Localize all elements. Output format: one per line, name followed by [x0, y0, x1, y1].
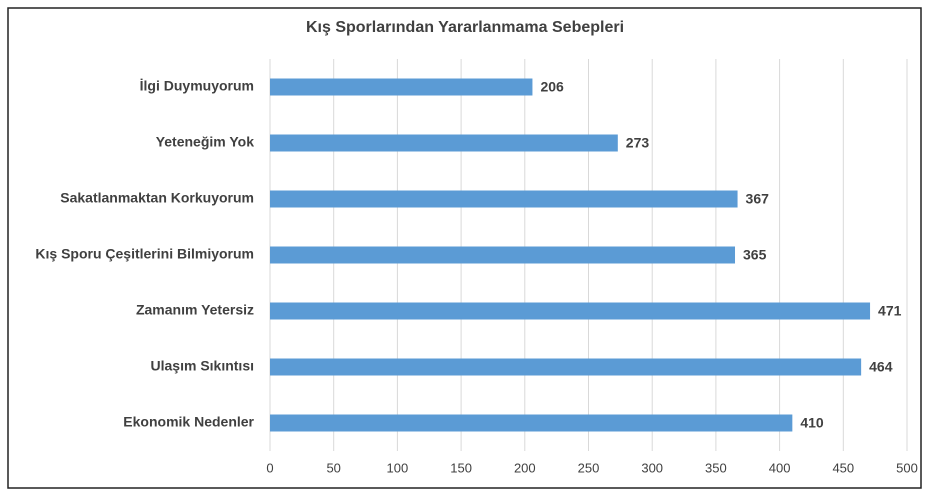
x-tick-label: 0	[266, 460, 273, 475]
bar	[270, 190, 738, 208]
x-tick-label: 450	[832, 460, 854, 475]
bar	[270, 78, 533, 96]
y-tick-label: Kış Sporu Çeşitlerini Bilmiyorum	[35, 246, 254, 262]
x-tick-label: 500	[896, 460, 918, 475]
bar	[270, 246, 736, 264]
data-label: 273	[626, 135, 650, 151]
y-tick-label: İlgi Duymuyorum	[140, 78, 254, 94]
x-tick-label: 100	[387, 460, 409, 475]
x-tick-label: 150	[450, 460, 472, 475]
data-label: 206	[540, 79, 564, 95]
y-tick-label: Ekonomik Nedenler	[123, 414, 254, 430]
data-label: 367	[746, 191, 770, 207]
x-tick-label: 250	[578, 460, 600, 475]
x-tick-label: 200	[514, 460, 536, 475]
bar	[270, 414, 793, 432]
data-label: 365	[743, 247, 767, 263]
y-tick-label: Ulaşım Sıkıntısı	[151, 358, 254, 374]
y-tick-label: Sakatlanmaktan Korkuyorum	[60, 190, 254, 206]
bar	[270, 134, 618, 152]
y-tick-label: Yeteneğim Yok	[156, 134, 255, 150]
data-label: 471	[878, 303, 902, 319]
chart-title: Kış Sporlarından Yararlanmama Sebepleri	[306, 19, 624, 36]
x-tick-label: 350	[705, 460, 727, 475]
x-tick-label: 300	[641, 460, 663, 475]
data-label: 464	[869, 359, 893, 375]
y-tick-label: Zamanım Yetersiz	[136, 302, 254, 318]
x-tick-label: 400	[769, 460, 791, 475]
data-label: 410	[800, 415, 824, 431]
bar	[270, 302, 871, 320]
x-tick-label: 50	[326, 460, 340, 475]
bar	[270, 358, 862, 376]
